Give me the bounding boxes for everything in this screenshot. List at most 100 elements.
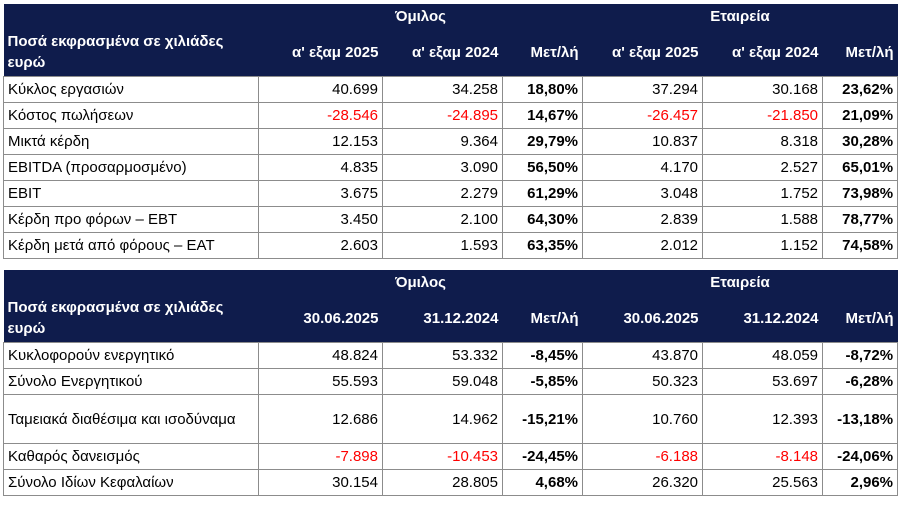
value-cell: 2.839 bbox=[582, 206, 704, 233]
value-cell: 12.686 bbox=[258, 394, 383, 444]
change-cell: 78,77% bbox=[822, 206, 899, 233]
value-cell: -10.453 bbox=[382, 443, 503, 470]
value-cell: 59.048 bbox=[382, 368, 503, 395]
table-row: Κυκλοφορούν ενεργητικό 48.824 53.332 -8,45%… bbox=[3, 342, 899, 369]
change-cell: 14,67% bbox=[501, 102, 584, 129]
value-cell: 4.170 bbox=[582, 154, 704, 181]
change-cell: 21,09% bbox=[822, 102, 899, 129]
value-cell: -21.850 bbox=[702, 102, 824, 129]
value-cell: 3.090 bbox=[382, 154, 503, 181]
value-cell: 48.059 bbox=[702, 342, 824, 369]
group-label-group: Όμιλος bbox=[258, 270, 583, 294]
change-cell: -24,45% bbox=[501, 443, 584, 470]
value-cell: 55.593 bbox=[258, 368, 383, 395]
table-row: Σύνολο Ιδίων Κεφαλαίων 30.154 28.805 4,68% 2… bbox=[3, 469, 899, 496]
value-cell: 2.279 bbox=[382, 180, 503, 207]
header-blank bbox=[3, 4, 259, 28]
balance-sheet-table: Όμιλος Εταιρεία Ποσά εκφρασμένα σε χιλιά… bbox=[3, 270, 899, 496]
value-cell: 2.527 bbox=[702, 154, 824, 181]
group-header-row: Όμιλος Εταιρεία bbox=[3, 270, 898, 294]
change-cell: 63,35% bbox=[501, 232, 584, 259]
value-cell: 34.258 bbox=[382, 76, 503, 103]
value-cell: 3.450 bbox=[258, 206, 383, 233]
change-cell: -13,18% bbox=[822, 394, 899, 444]
change-cell: 56,50% bbox=[501, 154, 584, 181]
column-header: 30.06.2025 bbox=[582, 294, 703, 343]
value-cell: 8.318 bbox=[702, 128, 824, 155]
value-cell: 10.760 bbox=[582, 394, 704, 444]
value-cell: 53.697 bbox=[702, 368, 824, 395]
change-cell: -8,72% bbox=[822, 342, 899, 369]
change-cell: 64,30% bbox=[501, 206, 584, 233]
column-header-row: Ποσά εκφρασμένα σε χιλιάδες ευρώ 30.06.2… bbox=[3, 294, 898, 343]
value-cell: 3.675 bbox=[258, 180, 383, 207]
value-cell: 9.364 bbox=[382, 128, 503, 155]
table-row: Κύκλος εργασιών 40.699 34.258 18,80% 37.294 3… bbox=[3, 76, 899, 103]
value-cell: -26.457 bbox=[582, 102, 704, 129]
value-cell: 2.603 bbox=[258, 232, 383, 259]
income-statement-table: Όμιλος Εταιρεία Ποσά εκφρασμένα σε χιλιά… bbox=[3, 4, 899, 259]
table-row: Μικτά κέρδη 12.153 9.364 29,79% 10.837 8.318 3… bbox=[3, 128, 899, 155]
value-cell: -24.895 bbox=[382, 102, 503, 129]
change-cell: 74,58% bbox=[822, 232, 899, 259]
row-label: EBITDA (προσαρμοσμένο) bbox=[3, 154, 259, 181]
column-header: 31.12.2024 bbox=[702, 294, 823, 343]
change-cell: 30,28% bbox=[822, 128, 899, 155]
column-header: 31.12.2024 bbox=[382, 294, 503, 343]
change-cell: -6,28% bbox=[822, 368, 899, 395]
change-cell: -15,21% bbox=[501, 394, 584, 444]
row-label: Καθαρός δανεισμός bbox=[3, 443, 259, 470]
row-label: Κέρδη προ φόρων – EBT bbox=[3, 206, 259, 233]
value-cell: 37.294 bbox=[582, 76, 704, 103]
table-row: Κέρδη μετά από φόρους – EAT 2.603 1.593 63,… bbox=[3, 232, 899, 259]
column-header: 30.06.2025 bbox=[258, 294, 383, 343]
value-cell: 1.593 bbox=[382, 232, 503, 259]
value-cell: 4.835 bbox=[258, 154, 383, 181]
change-cell: 29,79% bbox=[501, 128, 584, 155]
row-label: Σύνολο Ενεργητικού bbox=[3, 368, 259, 395]
value-cell: 50.323 bbox=[582, 368, 704, 395]
row-label: Κύκλος εργασιών bbox=[3, 76, 259, 103]
value-cell: 30.168 bbox=[702, 76, 824, 103]
group-label-group: Όμιλος bbox=[258, 4, 583, 28]
value-cell: 43.870 bbox=[582, 342, 704, 369]
table-row: Ταμειακά διαθέσιμα και ισοδύναμα 12.686 14… bbox=[3, 394, 899, 444]
value-cell: 25.563 bbox=[702, 469, 824, 496]
column-header: Μετ/λή bbox=[822, 294, 898, 343]
row-label: Σύνολο Ιδίων Κεφαλαίων bbox=[3, 469, 259, 496]
table-row: Καθαρός δανεισμός -7.898 -10.453 -24,45% -6.… bbox=[3, 443, 899, 470]
value-cell: 1.588 bbox=[702, 206, 824, 233]
column-header-row: Ποσά εκφρασμένα σε χιλιάδες ευρώ α' εξαμ… bbox=[3, 28, 898, 77]
value-cell: 1.752 bbox=[702, 180, 824, 207]
change-cell: 4,68% bbox=[501, 469, 584, 496]
change-cell: 65,01% bbox=[822, 154, 899, 181]
value-cell: 1.152 bbox=[702, 232, 824, 259]
column-header: α' εξαμ 2025 bbox=[582, 28, 703, 77]
table-row: Σύνολο Ενεργητικού 55.593 59.048 -5,85% 50.3… bbox=[3, 368, 899, 395]
value-cell: -28.546 bbox=[258, 102, 383, 129]
header-blank bbox=[3, 270, 259, 294]
change-cell: 73,98% bbox=[822, 180, 899, 207]
value-cell: 48.824 bbox=[258, 342, 383, 369]
group-label-company: Εταιρεία bbox=[582, 270, 898, 294]
value-cell: 3.048 bbox=[582, 180, 704, 207]
table-row: Κέρδη προ φόρων – EBT 3.450 2.100 64,30% 2.8… bbox=[3, 206, 899, 233]
value-cell: 12.153 bbox=[258, 128, 383, 155]
table-row: EBIT 3.675 2.279 61,29% 3.048 1.752 73,98% bbox=[3, 180, 899, 207]
column-header: Μετ/λή bbox=[502, 28, 583, 77]
change-cell: 2,96% bbox=[822, 469, 899, 496]
column-header: α' εξαμ 2025 bbox=[258, 28, 383, 77]
label-header: Ποσά εκφρασμένα σε χιλιάδες ευρώ bbox=[3, 28, 259, 77]
value-cell: 40.699 bbox=[258, 76, 383, 103]
row-label: EBIT bbox=[3, 180, 259, 207]
row-label: Κόστος πωλήσεων bbox=[3, 102, 259, 129]
column-header: α' εξαμ 2024 bbox=[382, 28, 503, 77]
value-cell: 53.332 bbox=[382, 342, 503, 369]
row-label: Κυκλοφορούν ενεργητικό bbox=[3, 342, 259, 369]
value-cell: -6.188 bbox=[582, 443, 704, 470]
table-row: Κόστος πωλήσεων -28.546 -24.895 14,67% -26.4… bbox=[3, 102, 899, 129]
change-cell: -5,85% bbox=[501, 368, 584, 395]
value-cell: -7.898 bbox=[258, 443, 383, 470]
change-cell: 18,80% bbox=[501, 76, 584, 103]
label-header: Ποσά εκφρασμένα σε χιλιάδες ευρώ bbox=[3, 294, 259, 343]
